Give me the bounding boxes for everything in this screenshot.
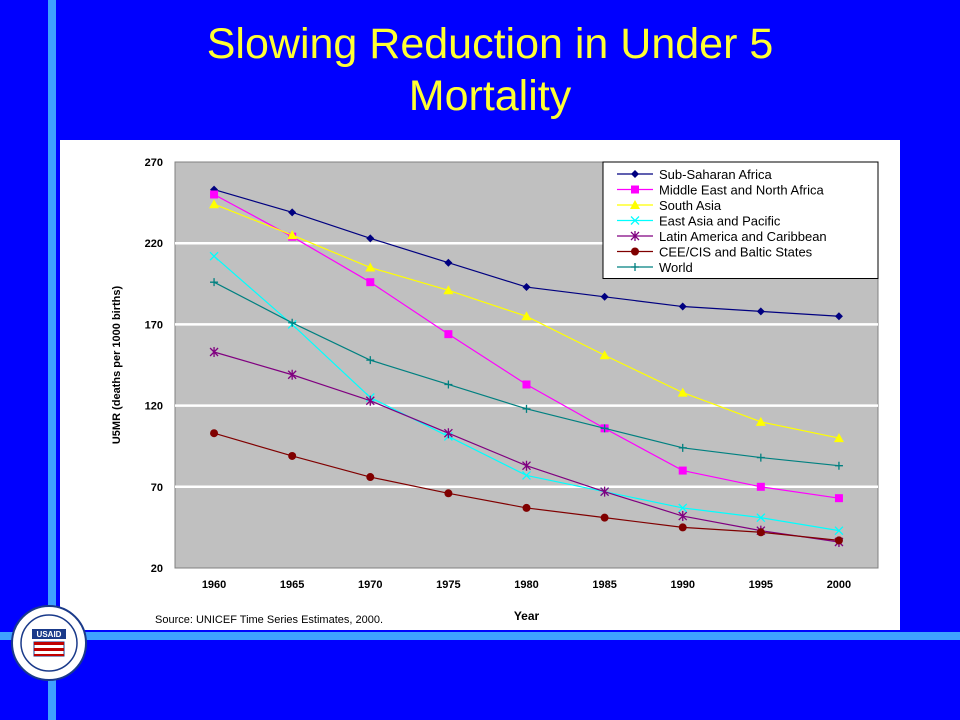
data-point	[678, 466, 687, 475]
data-point	[521, 311, 532, 321]
data-point	[209, 347, 219, 358]
data-point	[366, 356, 375, 365]
data-point	[756, 513, 766, 523]
legend-label: Latin America and Caribbean	[659, 229, 827, 244]
y-tick-label: 270	[145, 157, 163, 169]
data-point	[522, 404, 531, 413]
data-point	[444, 258, 453, 267]
legend-label: CEE/CIS and Baltic States	[659, 245, 813, 260]
x-axis-label: Year	[514, 609, 540, 623]
legend-marker	[630, 231, 640, 241]
data-point	[522, 470, 531, 480]
legend-label: World	[659, 260, 693, 275]
data-point	[366, 234, 375, 243]
legend-label: Sub-Saharan Africa	[659, 167, 773, 182]
data-point	[287, 230, 298, 240]
data-point	[444, 380, 453, 389]
legend-marker	[631, 263, 639, 271]
x-tick-label: 1985	[592, 579, 616, 591]
data-point	[600, 424, 609, 433]
data-point	[366, 473, 375, 482]
data-point	[600, 513, 609, 522]
legend-marker	[630, 216, 640, 225]
data-point	[756, 453, 765, 462]
data-point	[209, 251, 219, 261]
slide-title-line-1: Slowing Reduction in Under 5	[206, 20, 774, 68]
data-point	[443, 285, 454, 295]
data-point	[678, 511, 688, 522]
data-point	[444, 489, 453, 498]
x-tick-label: 1965	[280, 579, 304, 591]
data-point	[834, 536, 843, 545]
chart: 20 70 120 170 220 270 1960 1965 1970 1975 1980 1985…	[60, 140, 900, 630]
data-point	[600, 486, 610, 497]
legend-marker	[631, 185, 639, 194]
data-point	[210, 190, 219, 199]
legend-marker	[631, 247, 639, 256]
data-point	[834, 461, 843, 470]
legend-marker	[631, 170, 639, 178]
y-tick-label: 220	[145, 238, 163, 250]
legend-label: South Asia	[659, 198, 722, 213]
data-point	[365, 262, 376, 272]
x-tick-label: 1980	[514, 579, 538, 591]
x-tick-label: 2000	[827, 579, 851, 591]
data-point	[444, 330, 453, 339]
data-point	[210, 278, 219, 287]
data-point	[678, 302, 687, 311]
data-point	[833, 433, 844, 443]
data-point	[677, 387, 688, 397]
svg-text:USAID: USAID	[37, 630, 62, 639]
x-tick-label: 1960	[202, 579, 226, 591]
data-point	[288, 208, 297, 217]
data-point	[834, 526, 844, 536]
decorative-vertical-bar	[48, 0, 56, 720]
usaid-seal-logo: USAID	[11, 605, 87, 681]
data-point	[365, 395, 375, 406]
x-tick-label: 1995	[749, 579, 773, 591]
data-point	[600, 292, 609, 301]
data-point	[366, 278, 375, 287]
data-point	[288, 318, 297, 327]
y-tick-label: 20	[151, 563, 163, 575]
legend-marker	[630, 200, 640, 209]
legend-label: Middle East and North Africa	[659, 183, 825, 198]
y-tick-label: 70	[151, 482, 163, 494]
data-point	[443, 428, 453, 439]
data-point	[599, 350, 610, 360]
source-note: Source: UNICEF Time Series Estimates, 20…	[155, 614, 384, 626]
data-point	[522, 460, 531, 471]
y-tick-label: 170	[145, 319, 163, 331]
x-tick-label: 1990	[670, 579, 694, 591]
data-point	[678, 443, 687, 452]
legend-label: East Asia and Pacific	[659, 214, 781, 229]
y-axis-label: U5MR (deaths per 1000 births)	[111, 286, 123, 445]
data-point	[756, 482, 765, 491]
data-point	[287, 369, 297, 380]
data-point	[522, 283, 531, 292]
data-point	[834, 312, 843, 321]
data-point	[522, 380, 531, 389]
y-tick-label: 120	[145, 401, 163, 413]
data-point	[209, 199, 220, 209]
x-tick-label: 1975	[436, 579, 460, 591]
data-point	[834, 494, 843, 503]
data-point	[756, 528, 765, 537]
data-point	[678, 523, 687, 532]
x-tick-label: 1970	[358, 579, 382, 591]
slide-title-line-2: Mortality	[408, 72, 572, 120]
data-point	[755, 416, 766, 426]
decorative-horizontal-bar	[0, 632, 960, 640]
data-point	[678, 503, 688, 513]
data-point	[288, 451, 297, 460]
slide-title: Slowing Reduction in Under 5 Mortality	[60, 18, 920, 122]
data-point	[756, 307, 765, 316]
data-point	[210, 429, 219, 438]
data-point	[522, 503, 531, 512]
